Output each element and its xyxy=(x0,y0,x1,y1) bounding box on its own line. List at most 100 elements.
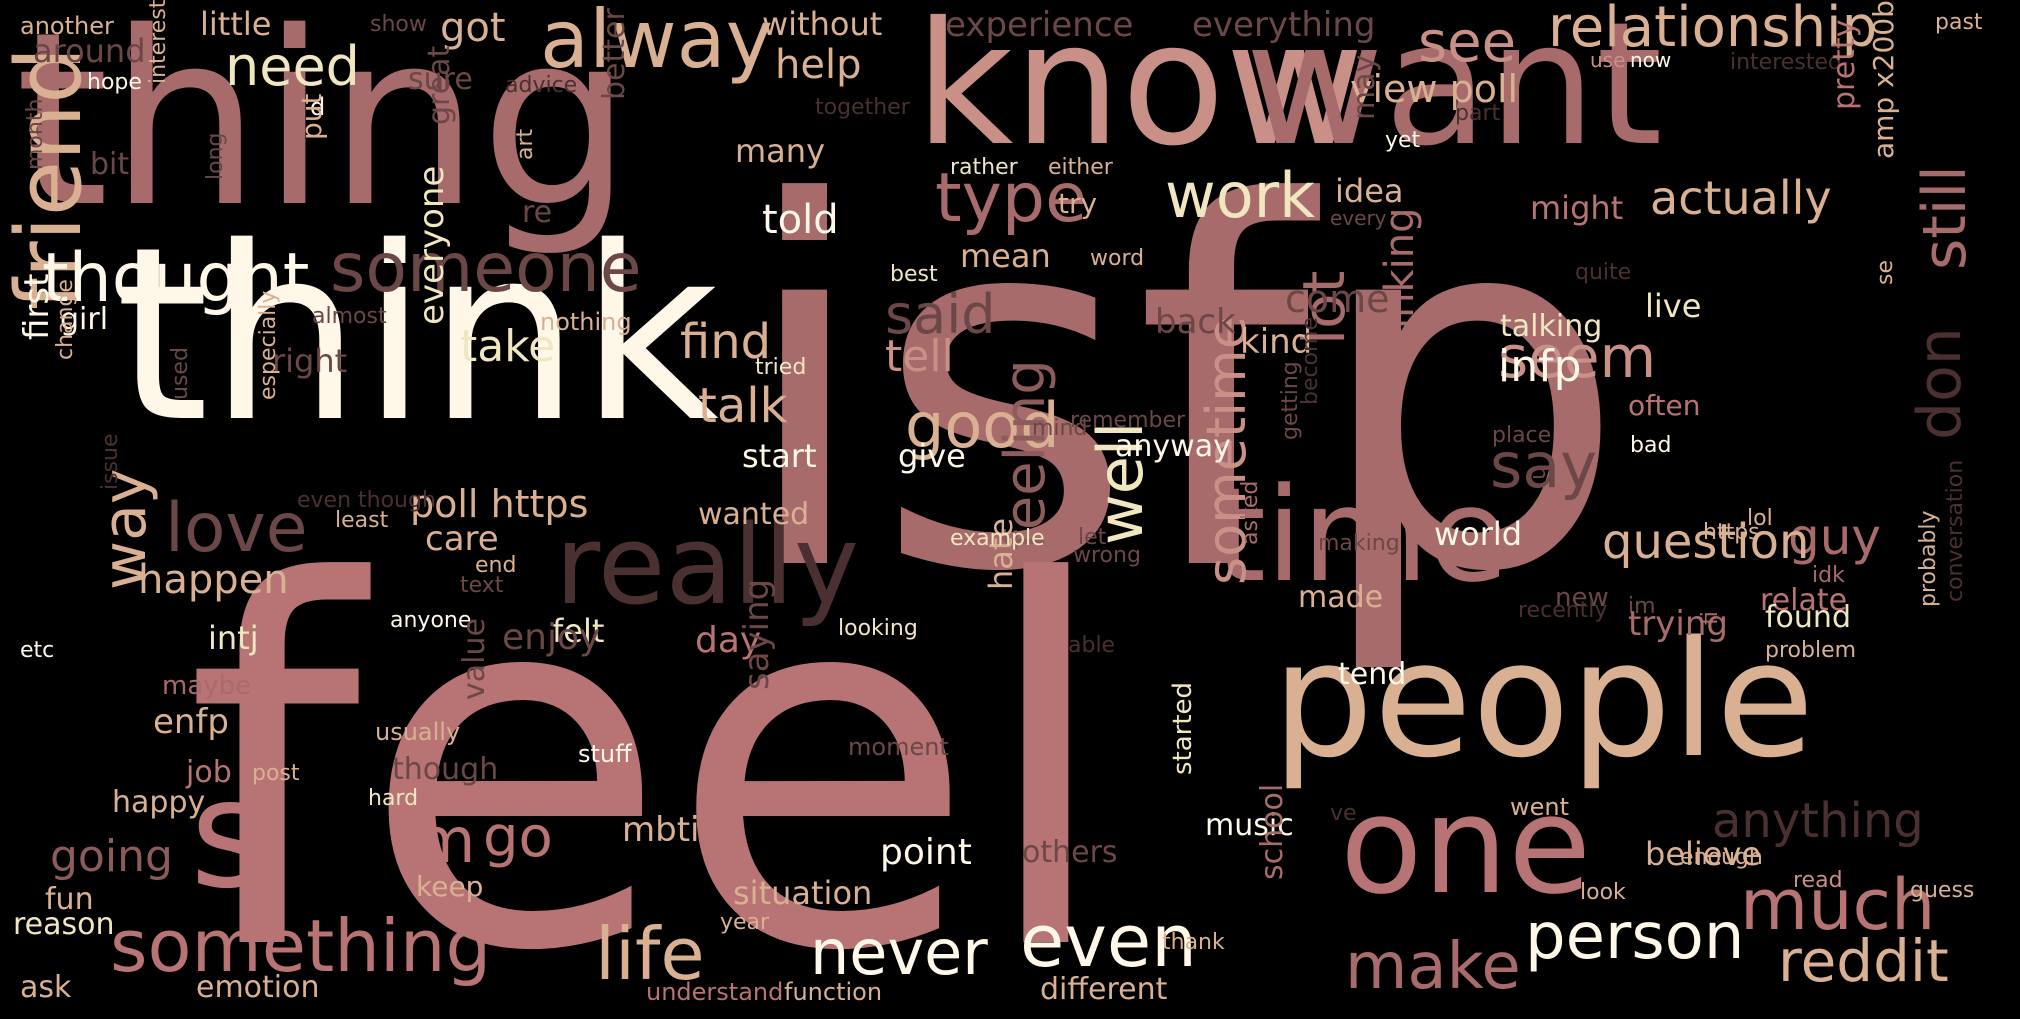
cloud-word-believe: believe xyxy=(1645,835,1762,873)
cloud-word-month: month xyxy=(23,98,48,170)
cloud-word-advice: advice xyxy=(505,73,578,98)
cloud-word-might: might xyxy=(1530,189,1624,227)
cloud-word-say: say xyxy=(1490,429,1597,502)
cloud-word-work: work xyxy=(1165,159,1316,232)
cloud-word-school: school xyxy=(1255,783,1290,880)
cloud-word-especially: especially xyxy=(256,290,281,400)
cloud-word-time: time xyxy=(1215,459,1509,611)
cloud-word-art: art xyxy=(513,128,538,160)
cloud-word-rather: rather xyxy=(950,155,1018,180)
cloud-word-keep: keep xyxy=(416,870,484,903)
cloud-word-give: give xyxy=(898,437,966,475)
cloud-word-looking: looking xyxy=(838,616,918,641)
cloud-word-even-though: even though xyxy=(297,488,436,513)
cloud-word-little: little xyxy=(200,5,272,43)
cloud-word-either: either xyxy=(1048,155,1113,180)
cloud-word-people: people xyxy=(1272,606,1815,793)
cloud-word-year: year xyxy=(720,910,770,935)
cloud-word-issue: issue xyxy=(98,433,123,490)
cloud-word-tried: tried xyxy=(755,355,807,380)
cloud-word-better: better xyxy=(597,8,632,100)
cloud-word-question: question xyxy=(1602,514,1810,570)
cloud-word-one: one xyxy=(1340,767,1592,924)
cloud-word-thing: thing xyxy=(15,0,633,260)
cloud-word-ask: ask xyxy=(20,970,72,1005)
cloud-word-used: used xyxy=(168,347,193,400)
cloud-word-guy: guy xyxy=(1788,508,1882,566)
cloud-word-girl: girl xyxy=(60,302,109,337)
cloud-word-think: think xyxy=(115,195,719,475)
cloud-word-feel: feel xyxy=(185,478,1116,1019)
cloud-word-something: something xyxy=(110,904,492,988)
cloud-word-need: need xyxy=(225,35,360,98)
cloud-word-said: said xyxy=(885,283,996,346)
cloud-word-experience: experience xyxy=(945,5,1134,45)
cloud-word-many: many xyxy=(735,132,825,170)
cloud-word-understand: understand xyxy=(646,978,784,1006)
cloud-word-someone: someone xyxy=(330,229,642,308)
cloud-word-put: put xyxy=(295,93,328,141)
cloud-word-u: u xyxy=(1526,466,1551,480)
cloud-word-really: really xyxy=(555,501,860,629)
cloud-word-often: often xyxy=(1628,389,1701,422)
cloud-word-intj: intj xyxy=(208,619,259,657)
cloud-word-past: past xyxy=(1935,10,1983,35)
cloud-word-pretty: pretty xyxy=(1827,19,1862,110)
cloud-word-first: first xyxy=(17,273,57,340)
cloud-word-happen: happen xyxy=(138,557,289,603)
cloud-word-re: re xyxy=(522,195,553,230)
cloud-word-much: much xyxy=(1740,864,1936,946)
cloud-word-almost: almost xyxy=(312,304,387,329)
cloud-word-found: found xyxy=(1765,600,1851,635)
cloud-word-enfp: enfp xyxy=(153,702,230,742)
cloud-word-still: still xyxy=(1910,165,1980,270)
cloud-word-end: end xyxy=(475,553,517,578)
cloud-word-isfp: isfp xyxy=(735,99,1628,681)
cloud-word-poll-https: poll https xyxy=(410,482,589,526)
cloud-word-try: try xyxy=(1058,187,1098,220)
cloud-word-talking: talking xyxy=(1500,309,1603,344)
cloud-word-every: every xyxy=(1330,206,1387,230)
cloud-word-anyway: anyway xyxy=(1115,429,1231,464)
cloud-word-start: start xyxy=(742,437,817,475)
cloud-word-enough: enough xyxy=(1680,845,1763,870)
cloud-word-kind: kind xyxy=(1240,322,1313,362)
cloud-word-remember: remember xyxy=(1070,408,1186,433)
cloud-word-able: able xyxy=(1068,633,1116,658)
cloud-word-making: making xyxy=(1318,531,1400,556)
cloud-word-long: long xyxy=(203,132,228,180)
cloud-word-back: back xyxy=(1155,302,1236,342)
cloud-word-point: point xyxy=(880,832,972,873)
cloud-word-though: though xyxy=(392,752,499,787)
cloud-word-maybe: maybe xyxy=(162,671,252,701)
cloud-word-stuff: stuff xyxy=(578,740,632,768)
cloud-word-everyone: everyone xyxy=(412,165,452,325)
cloud-word-wrong: wrong xyxy=(1073,543,1141,568)
cloud-word-care: care xyxy=(425,519,499,559)
cloud-word-reddit: reddit xyxy=(1778,927,1949,995)
cloud-word-hard: hard xyxy=(368,786,419,811)
cloud-word-interested: interested xyxy=(1730,50,1842,75)
cloud-word-don: don xyxy=(1905,327,1975,440)
cloud-word-went: went xyxy=(1510,793,1570,821)
cloud-word-everything: everything xyxy=(1192,5,1376,45)
cloud-word-happy: happy xyxy=(112,785,206,820)
cloud-word-moment: moment xyxy=(848,733,949,761)
cloud-word-lol: lol xyxy=(1747,506,1773,531)
cloud-word-view-poll: view poll xyxy=(1350,67,1519,111)
cloud-word-trying: trying xyxy=(1628,604,1729,644)
cloud-word-want: want xyxy=(1245,0,1663,184)
cloud-word-show: show xyxy=(370,12,427,37)
cloud-word-relate: relate xyxy=(1760,583,1848,618)
cloud-word-started: started xyxy=(1168,681,1198,775)
cloud-word-go: go xyxy=(483,805,553,870)
cloud-word-value: value xyxy=(457,618,492,700)
cloud-word-others: others xyxy=(1022,835,1118,870)
cloud-word-part: part xyxy=(1455,101,1501,126)
cloud-word-day: day xyxy=(695,620,762,661)
cloud-word-thank: thank xyxy=(1162,930,1225,955)
cloud-word-made: made xyxy=(1298,580,1384,615)
cloud-word-etc: etc xyxy=(20,638,55,663)
cloud-word-idk: idk xyxy=(1812,563,1845,588)
